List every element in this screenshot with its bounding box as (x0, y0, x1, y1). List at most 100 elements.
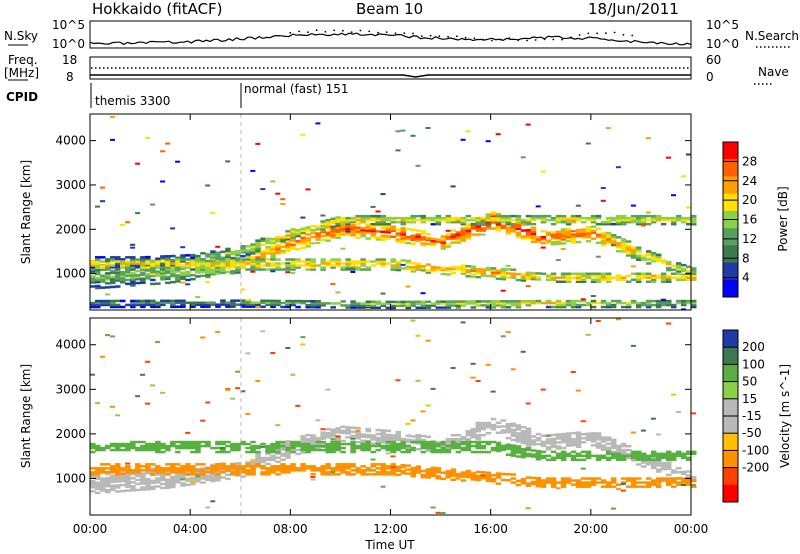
power-cell (310, 231, 316, 235)
power-cell (480, 300, 487, 303)
velocity-cell (95, 469, 101, 472)
velocity-cell (655, 468, 662, 471)
power-cell (540, 216, 547, 220)
velocity-cell (215, 475, 221, 478)
power-cell (120, 262, 126, 265)
velocity-cell (210, 500, 216, 503)
velocity-cell (100, 487, 106, 490)
power-cell (625, 250, 632, 253)
velocity-cell (450, 478, 457, 481)
power-cell (570, 305, 577, 309)
velocity-cell (365, 427, 371, 431)
power-cell (645, 262, 652, 265)
power-cell (305, 233, 311, 236)
velocity-cell (200, 336, 206, 339)
power-cell (290, 245, 296, 248)
power-cell (490, 213, 497, 216)
power-cell (475, 304, 482, 307)
velocity-cell (235, 442, 241, 446)
power-cell (240, 258, 246, 261)
velocity-cell (255, 450, 261, 454)
velocity-cell (580, 433, 587, 436)
power-cell (260, 250, 266, 253)
power-cell (440, 237, 447, 240)
velocity-cell (180, 465, 186, 468)
power-cell (380, 218, 386, 222)
velocity-cell (370, 469, 376, 472)
power-cell (535, 216, 542, 220)
power-cell (495, 218, 502, 222)
power-cell (545, 239, 552, 242)
velocity-cell (345, 426, 351, 429)
power-cell (380, 238, 386, 242)
power-cell (210, 258, 216, 261)
power-cell (465, 302, 472, 305)
velocity-cell (135, 469, 141, 472)
power-cell (135, 275, 141, 279)
power-cell (120, 279, 126, 282)
power-cell (455, 237, 462, 240)
power-cell (490, 275, 497, 278)
power-cell (135, 264, 141, 267)
velocity-cell (545, 438, 551, 441)
velocity-cell (345, 430, 351, 433)
power-cell (325, 227, 331, 230)
power-cell (225, 266, 231, 269)
power-cell (560, 234, 567, 237)
power-cell (450, 237, 457, 240)
power-cell (590, 225, 597, 228)
power-cell (500, 275, 507, 279)
power-cell (345, 227, 351, 230)
velocity-cell (325, 444, 331, 448)
velocity-cell (325, 473, 331, 476)
power-cell (155, 260, 161, 263)
power-cell (140, 273, 146, 276)
velocity-cell (125, 444, 131, 448)
power-cell (275, 251, 281, 255)
power-cell (315, 306, 321, 309)
power-cell (295, 232, 301, 236)
noise-panel-frame (89, 20, 692, 49)
power-cell (600, 241, 607, 245)
freq-label: Freq. (8, 53, 38, 67)
velocity-cell (615, 458, 622, 462)
power-cell (410, 134, 416, 137)
power-cell (655, 216, 662, 220)
power-cell (360, 260, 366, 263)
velocity-cell (95, 487, 101, 491)
power-cell (450, 229, 457, 232)
velocity-cell (150, 442, 156, 446)
power-cell (385, 229, 391, 232)
velocity-cell (180, 474, 186, 477)
power-cell (455, 302, 462, 305)
velocity-cell (535, 479, 542, 482)
power-cell (625, 252, 632, 255)
power-cell (235, 251, 241, 255)
power-cell (465, 231, 472, 234)
velocity-cell (265, 462, 271, 466)
velocity-cell (475, 476, 482, 480)
power-cell (380, 222, 386, 226)
velocity-cell (565, 454, 572, 458)
velocity-cell (495, 425, 502, 428)
power-cell (335, 234, 341, 237)
velocity-cell (265, 473, 271, 476)
velocity-cell (666, 461, 672, 465)
power-cell (105, 264, 111, 267)
power-cell (215, 303, 221, 306)
power-cell (500, 267, 507, 271)
power-cell (400, 259, 406, 262)
power-cell (580, 298, 586, 301)
power-cell (500, 304, 507, 307)
velocity-cell (390, 463, 396, 466)
power-cell (385, 300, 391, 304)
velocity-cell (490, 480, 497, 483)
velocity-cell (620, 489, 626, 492)
power-cell (280, 239, 286, 243)
power-cell (691, 274, 697, 277)
velocity-cell (315, 438, 321, 442)
power-cell (425, 233, 432, 236)
power-cell (190, 301, 196, 304)
velocity-cell (380, 465, 386, 468)
power-cell (480, 229, 487, 232)
